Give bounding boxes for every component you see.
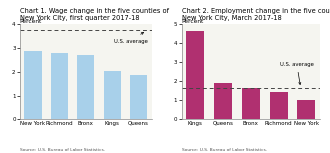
Text: Chart 1. Wage change in the five counties of
New York City, first quarter 2017-1: Chart 1. Wage change in the five countie… [20,8,169,21]
Bar [214,83,232,119]
Bar [186,31,204,119]
Text: Chart 2. Employment change in the five counties of
New York City, March 2017-18: Chart 2. Employment change in the five c… [182,8,330,21]
Text: Source: U.S. Bureau of Labor Statistics.: Source: U.S. Bureau of Labor Statistics. [20,148,105,152]
Text: U.S. average: U.S. average [280,62,314,84]
Bar [51,53,68,119]
Bar [24,51,42,119]
Bar [242,88,260,119]
Bar [297,100,315,119]
Bar [77,55,94,119]
Bar [130,75,147,119]
Bar [270,92,287,119]
Text: Percent: Percent [20,19,42,24]
Text: U.S. average: U.S. average [114,32,148,44]
Text: Source: U.S. Bureau of Labor Statistics.: Source: U.S. Bureau of Labor Statistics. [182,148,267,152]
Text: Percent: Percent [182,19,204,24]
Bar [104,71,121,119]
